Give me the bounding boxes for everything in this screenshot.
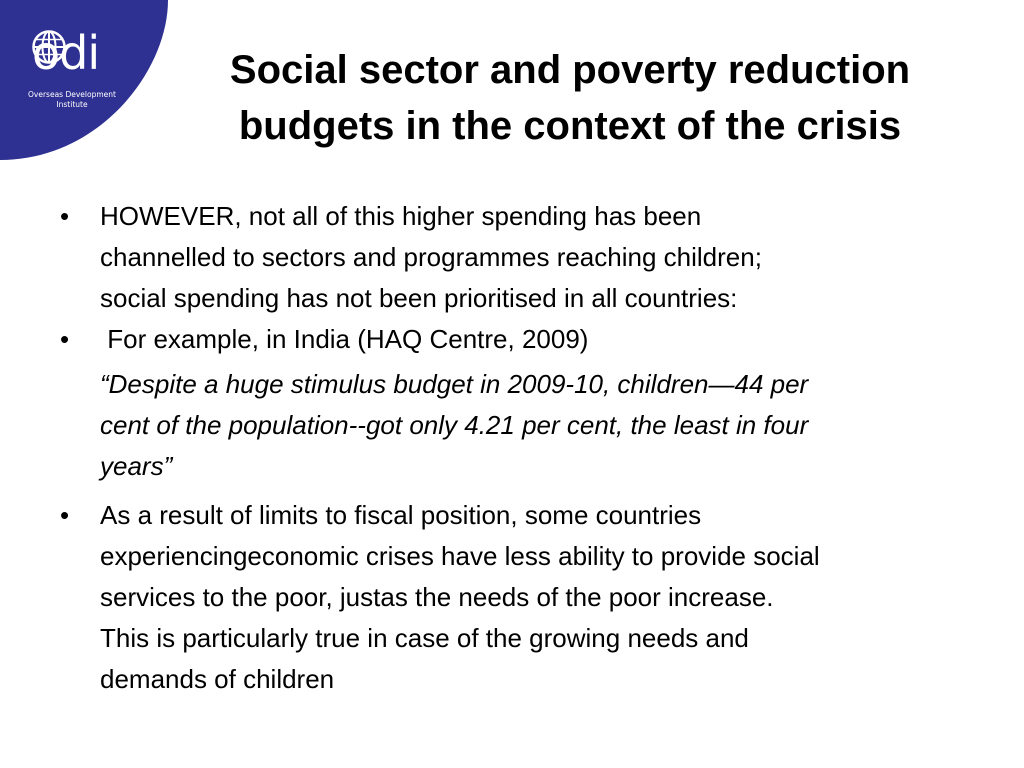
- logo-wordmark-group: odi: [32, 30, 100, 76]
- bullet-text-line: channelled to sectors and programmes rea…: [100, 242, 762, 272]
- bullet-text-line: This is particularly true in case of the…: [100, 623, 749, 653]
- logo-subtitle-line1: Overseas Development: [28, 90, 116, 99]
- bullet-icon: •: [60, 324, 70, 354]
- quote-line: cent of the population--got only 4.21 pe…: [100, 410, 809, 440]
- logo-subtitle-line2: Institute: [56, 100, 88, 109]
- bullet-text-line: experiencingeconomic crises have less ab…: [100, 541, 820, 571]
- bullet-icon: •: [60, 201, 70, 231]
- bullet-text-line: services to the poor, justas the needs o…: [100, 582, 774, 612]
- bullet-item-spending: • HOWEVER, not all of this higher spendi…: [56, 196, 976, 319]
- slide-body: • HOWEVER, not all of this higher spendi…: [56, 196, 976, 700]
- logo-subtitle: Overseas Development Institute: [22, 90, 122, 110]
- bullet-text-line: HOWEVER, not all of this higher spending…: [100, 201, 702, 231]
- bullet-text-line: As a result of limits to fiscal position…: [100, 500, 702, 530]
- odi-logo: odi Overseas Development Institute: [0, 0, 170, 160]
- slide-title-line2: budgets in the context of the crisis: [238, 104, 902, 148]
- quote-line: “Despite a huge stimulus budget in 2009-…: [100, 369, 809, 399]
- logo-background: [0, 0, 168, 160]
- bullet-text-line: social spending has not been prioritised…: [100, 283, 738, 313]
- bullet-text-line: For example, in India (HAQ Centre, 2009): [100, 324, 589, 354]
- slide-title: Social sector and poverty reduction budg…: [190, 42, 950, 154]
- bullet-item-india-example: • For example, in India (HAQ Centre, 200…: [56, 319, 976, 360]
- india-quote: “Despite a huge stimulus budget in 2009-…: [56, 364, 976, 487]
- globe-icon: [32, 30, 66, 64]
- slide-title-line1: Social sector and poverty reduction: [229, 48, 911, 92]
- bullet-icon: •: [60, 500, 70, 530]
- bullet-text-line: demands of children: [100, 664, 335, 694]
- bullet-item-fiscal-limits: • As a result of limits to fiscal positi…: [56, 495, 976, 700]
- quote-line: years”: [100, 451, 173, 481]
